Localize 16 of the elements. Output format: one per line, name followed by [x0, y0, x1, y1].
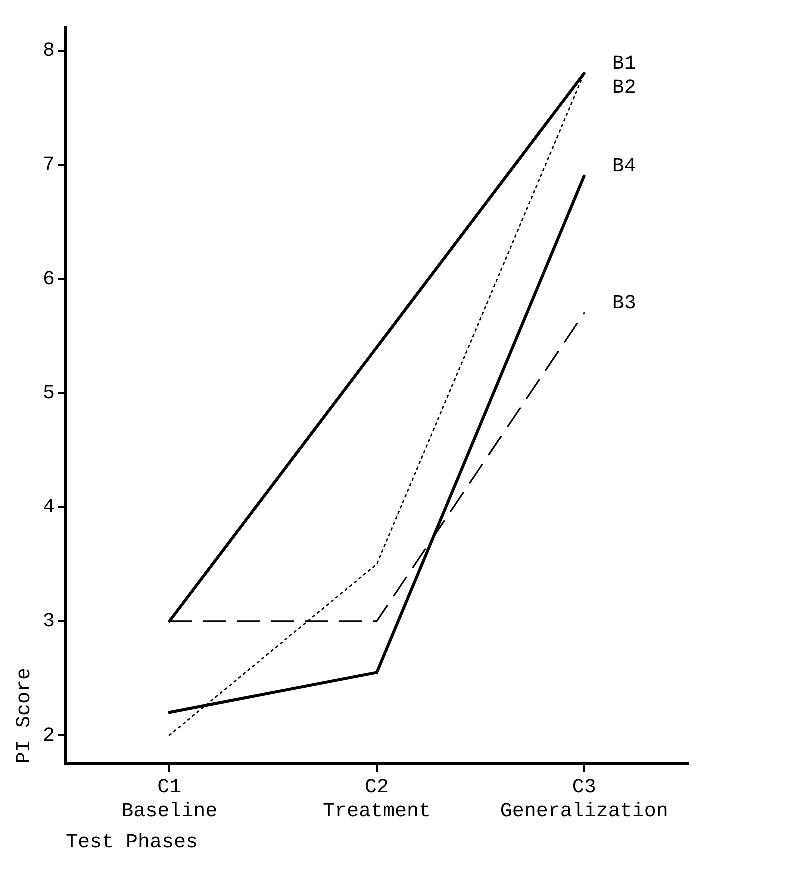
y-tick-label: 8: [42, 40, 55, 64]
series-label: B4: [612, 156, 636, 179]
y-axis-title: PI Score: [13, 668, 36, 764]
series-label: B2: [612, 76, 636, 100]
y-tick-label: 4: [42, 496, 55, 520]
y-tick-label: 6: [42, 268, 55, 292]
series-label: B3: [612, 292, 636, 316]
x-tick-label: C2 Treatment: [322, 776, 432, 824]
y-tick-label: 3: [42, 610, 55, 634]
series-label: B1: [612, 52, 636, 76]
y-tick-label: 2: [42, 724, 55, 748]
x-tick-label: C3 Generalization: [500, 776, 668, 824]
x-axis-title: Test Phases: [66, 831, 198, 854]
y-tick-label: 5: [42, 382, 55, 406]
x-tick-label: C1 Baseline: [122, 776, 218, 824]
y-tick-label: 7: [42, 154, 55, 178]
